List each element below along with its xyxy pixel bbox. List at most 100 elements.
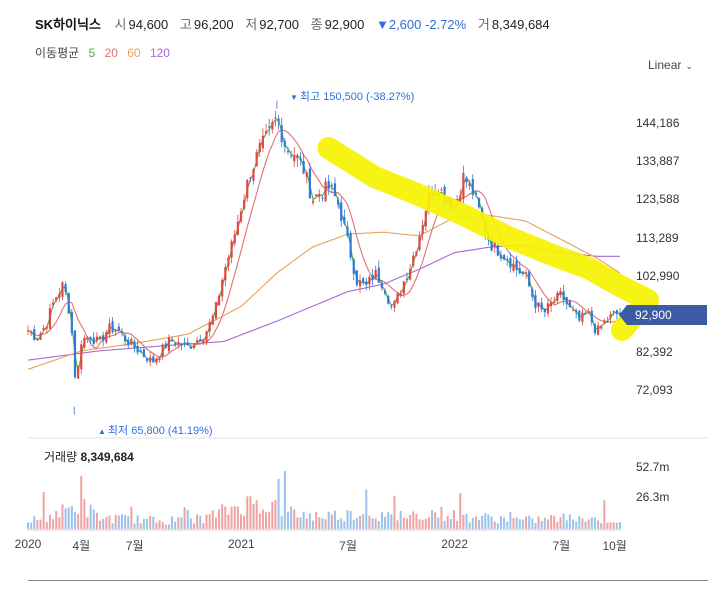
volume-panel-label: 거래량: [44, 450, 78, 464]
candle-body: [64, 284, 67, 292]
candle-body: [581, 312, 584, 322]
candle-body: [290, 155, 293, 157]
volume-bar: [114, 514, 117, 529]
volume-bar: [597, 520, 600, 529]
candle-body: [308, 168, 312, 199]
ma5-label: 5: [88, 46, 96, 60]
volume-bar: [550, 515, 553, 529]
candle-body: [584, 312, 587, 315]
volume-bar: [189, 518, 192, 529]
volume-bar: [27, 522, 29, 529]
volume-bar: [515, 517, 518, 529]
candle-body: [606, 321, 609, 323]
change-percent: -2.72%: [425, 17, 467, 32]
volume-bar: [92, 509, 95, 529]
volume-bar: [211, 510, 214, 529]
candle-body: [280, 125, 283, 143]
candle-body: [39, 333, 42, 340]
candle-body: [55, 297, 58, 301]
candle-body: [26, 330, 30, 332]
candle-body: [189, 346, 192, 349]
volume-bar: [402, 517, 405, 529]
volume-bar: [233, 506, 236, 529]
candle-body: [239, 211, 243, 222]
candle-body: [405, 278, 409, 280]
x-tick-label: 10월: [602, 539, 627, 553]
scale-toggle[interactable]: Linear ⌄: [648, 58, 693, 72]
volume-bar: [593, 517, 596, 529]
up-triangle-icon: ▲: [98, 427, 106, 436]
x-tick-label: 7월: [125, 539, 144, 553]
volume-bar: [67, 507, 70, 529]
volume-bar: [581, 518, 584, 529]
candle-body: [299, 158, 302, 160]
candle-body: [524, 272, 528, 274]
volume-bar: [368, 515, 371, 529]
volume-bar: [371, 518, 374, 529]
volume-bar: [521, 519, 524, 529]
volume-bar: [390, 514, 393, 529]
volume-bar: [296, 517, 299, 529]
volume-bar: [462, 514, 465, 529]
candle-body: [67, 292, 70, 314]
ma20-line: [27, 129, 621, 358]
volume-bar: [352, 519, 355, 529]
volume-bar: [274, 499, 277, 529]
volume-bar: [236, 506, 239, 529]
volume-bar: [459, 493, 462, 529]
candle-body: [358, 280, 362, 287]
volume-bar: [584, 521, 587, 529]
volume-bar: [333, 510, 336, 529]
volume-bar: [293, 509, 296, 529]
candle-body: [174, 343, 177, 345]
candle-body: [346, 226, 349, 236]
volume-bar: [525, 516, 528, 529]
volume-bar: [553, 515, 556, 529]
volume-bar: [600, 523, 603, 529]
candle-body: [51, 302, 55, 306]
candle-body: [568, 300, 571, 308]
candle-body: [352, 259, 355, 274]
volume-bar: [167, 524, 170, 529]
volume-bar: [227, 514, 230, 529]
x-tick-label: 4월: [72, 539, 91, 553]
ma20-label: 20: [104, 46, 118, 60]
candle-body: [274, 117, 277, 119]
volume-bar: [205, 514, 208, 529]
low-label: 저: [245, 17, 258, 32]
high-value: 96,200: [193, 17, 234, 32]
candle-body: [230, 241, 233, 258]
volume-bar: [412, 511, 415, 529]
candle-body: [399, 293, 402, 296]
y-tick-label: 123,588: [636, 192, 680, 207]
volume-bar: [603, 500, 606, 529]
volume-bar: [362, 514, 365, 529]
volume-bar: [337, 519, 340, 529]
candle-body: [340, 202, 343, 221]
candle-body: [205, 331, 208, 343]
moving-average-legend[interactable]: 이동평균 5 20 60 120: [35, 44, 176, 61]
volume-bar: [393, 495, 396, 529]
candle-body: [105, 332, 108, 343]
candle-body: [164, 343, 167, 349]
candle-body: [155, 358, 158, 363]
volume-bar: [55, 511, 58, 529]
volume-bar: [45, 522, 48, 529]
candle-body: [158, 357, 161, 360]
candle-body: [271, 122, 274, 130]
volume-bar: [155, 522, 158, 529]
candle-body: [33, 329, 36, 341]
volume-bar: [409, 514, 412, 529]
volume-bar: [33, 516, 36, 529]
candle-body: [390, 306, 393, 308]
chevron-down-icon: ⌄: [685, 61, 693, 71]
candle-body: [296, 155, 299, 159]
candle-body: [565, 297, 568, 305]
volume-bar: [512, 517, 515, 529]
x-tick-label: 7월: [339, 539, 357, 553]
volume-bar: [280, 516, 283, 529]
candle-body: [512, 263, 515, 271]
volume-bar: [377, 521, 380, 529]
candle-body: [418, 236, 421, 251]
